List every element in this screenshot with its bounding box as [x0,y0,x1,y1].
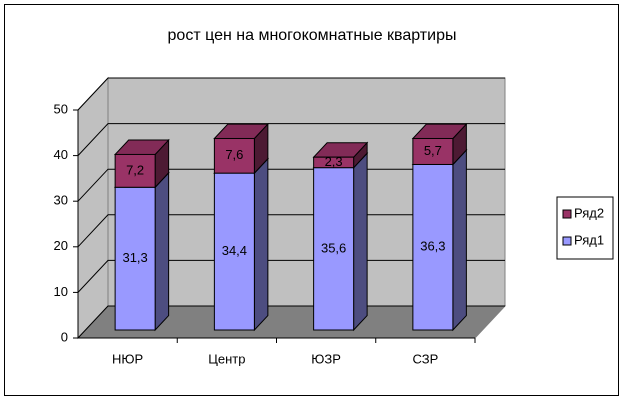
y-tick-label: 10 [54,284,68,299]
x-tick-label: Центр [208,351,245,366]
bar [313,167,355,331]
grid-line [77,123,505,156]
legend-swatch [562,209,572,219]
bar [213,137,255,174]
bar [412,163,454,331]
x-tick-label: ЮЗР [311,351,341,366]
bar-side [154,171,170,332]
y-tick-label: 30 [54,193,68,208]
legend-label: Ряд2 [574,205,604,220]
bar [114,186,156,331]
y-tick-label: 40 [54,147,68,162]
y-tick-label: 50 [54,101,68,116]
grid-line [77,77,505,111]
bar-side [353,151,368,332]
bar [213,172,255,331]
chart-title: рост цен на многокомнатные квартиры [168,27,457,44]
legend-label: Ряд1 [574,232,604,247]
bar [114,153,156,188]
data-label: 2,3 [325,154,343,169]
side-wall [77,76,109,340]
y-tick-label: 0 [61,329,68,344]
data-label: 7,6 [225,147,243,162]
bar-side [253,157,269,332]
grid-line [77,305,505,339]
bar [412,137,454,165]
x-tick-label: СЗР [412,351,438,366]
data-label: 31,3 [122,250,147,265]
data-label: 5,7 [424,143,442,158]
x-tick-label: НЮР [112,351,143,366]
legend-swatch [562,236,572,246]
grid-line [77,214,505,248]
data-label: 34,4 [222,243,247,258]
data-label: 36,3 [420,239,445,254]
bar-side [452,148,467,332]
bar [313,156,355,169]
legend-box [556,196,614,260]
grid-line [77,259,505,293]
data-label: 7,2 [126,162,144,177]
data-label: 35,6 [321,240,346,255]
grid-line [77,168,505,202]
y-tick-label: 20 [54,238,68,253]
